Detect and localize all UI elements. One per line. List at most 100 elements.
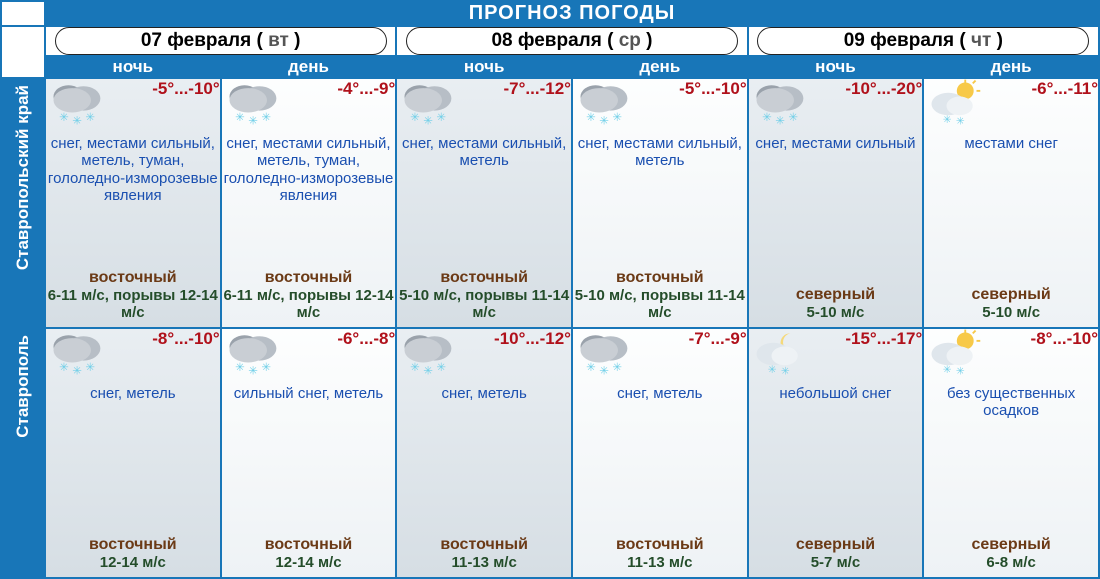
weather-desc: снег, местами сильный bbox=[749, 135, 923, 215]
svg-text:✳: ✳ bbox=[437, 362, 446, 374]
wind-speed: 12-14 м/с bbox=[222, 554, 396, 571]
date-cell-2: 09 февраля ( чт ) bbox=[748, 26, 1099, 56]
svg-text:✳: ✳ bbox=[72, 116, 81, 128]
snow-icon: ✳✳✳ bbox=[222, 329, 282, 379]
tod-header-night: ночь bbox=[396, 56, 572, 78]
weather-desc: снег, местами сильный, метель bbox=[397, 135, 571, 215]
date-cell-0: 07 февраля ( вт ) bbox=[45, 26, 396, 56]
wind-direction: восточный bbox=[46, 269, 220, 287]
weather-desc: сильный снег, метель bbox=[222, 385, 396, 465]
temp-value: -10°...-20° bbox=[809, 79, 923, 99]
temp-value: -6°...-11° bbox=[984, 79, 1098, 99]
weather-desc: местами снег bbox=[924, 135, 1098, 215]
forecast-cell: ✳✳✳ -4°...-9° снег, местами сильный, мет… bbox=[221, 78, 397, 328]
temp-value: -15°...-17° bbox=[809, 329, 923, 349]
temp-value: -4°...-9° bbox=[282, 79, 396, 99]
svg-text:✳: ✳ bbox=[788, 112, 797, 124]
temp-value: -10°...-12° bbox=[457, 329, 571, 349]
weather-desc: без существенных осадков bbox=[924, 385, 1098, 465]
wind-direction: восточный bbox=[397, 536, 571, 554]
tod-header-day: день bbox=[923, 56, 1099, 78]
tod-header-day: день bbox=[572, 56, 748, 78]
svg-text:✳: ✳ bbox=[248, 116, 257, 128]
forecast-cell: ✳✳✳ -10°...-20° снег, местами сильный се… bbox=[748, 78, 924, 328]
svg-text:✳: ✳ bbox=[956, 367, 965, 378]
temp-value: -8°...-10° bbox=[106, 329, 220, 349]
weather-desc: снег, местами сильный, метель bbox=[573, 135, 747, 215]
sun-snow-icon: ✳✳ bbox=[924, 329, 984, 379]
temp-value: -5°...-10° bbox=[106, 79, 220, 99]
region-label: Ставропольский край bbox=[1, 78, 45, 328]
svg-text:✳: ✳ bbox=[410, 112, 419, 124]
temp-value: -5°...-10° bbox=[633, 79, 747, 99]
snow-icon: ✳ ✳ ✳ bbox=[46, 79, 106, 129]
wind-speed: 11-13 м/с bbox=[397, 554, 571, 571]
wind-speed: 5-10 м/с bbox=[924, 304, 1098, 321]
wind-speed: 6-8 м/с bbox=[924, 554, 1098, 571]
tod-header-night: ночь bbox=[45, 56, 221, 78]
region-label-text: Ставропольский край bbox=[13, 79, 33, 276]
moon-snow-icon: ✳✳ bbox=[749, 329, 809, 379]
weather-desc: снег, метель bbox=[573, 385, 747, 465]
wind-direction: восточный bbox=[222, 536, 396, 554]
snow-icon: ✳ ✳ ✳ bbox=[397, 329, 457, 379]
svg-text:✳: ✳ bbox=[586, 362, 595, 374]
forecast-table: ПРОГНОЗ ПОГОДЫ 07 февраля ( вт ) 08 февр… bbox=[0, 0, 1100, 579]
svg-text:✳: ✳ bbox=[437, 112, 446, 124]
svg-text:✳: ✳ bbox=[612, 112, 621, 124]
svg-text:✳: ✳ bbox=[235, 362, 244, 374]
snow-icon: ✳ ✳ ✳ bbox=[397, 79, 457, 129]
svg-text:✳: ✳ bbox=[424, 366, 433, 378]
svg-text:✳: ✳ bbox=[59, 112, 68, 124]
forecast-cell: ✳✳✳ -7°...-12° снег, местами сильный, ме… bbox=[396, 78, 572, 328]
forecast-cell: ✳✳✳ -8°...-10° снег, метель восточный 12… bbox=[45, 328, 221, 578]
svg-text:✳: ✳ bbox=[59, 362, 68, 374]
wind-direction: восточный bbox=[46, 536, 220, 554]
wind-speed: 6-11 м/с, порывы 12-14 м/с bbox=[46, 287, 220, 322]
svg-text:✳: ✳ bbox=[85, 362, 94, 374]
svg-text:✳: ✳ bbox=[72, 366, 81, 378]
tod-header-day: день bbox=[221, 56, 397, 78]
weather-desc: снег, местами сильный, метель, туман, го… bbox=[46, 135, 220, 215]
region-row: Ставрополь ✳✳✳ -8°...-10° снег, метель в… bbox=[1, 328, 1099, 578]
svg-text:✳: ✳ bbox=[235, 112, 244, 124]
svg-text:✳: ✳ bbox=[424, 116, 433, 128]
wind-direction: восточный bbox=[573, 536, 747, 554]
wind-direction: восточный bbox=[573, 269, 747, 287]
wind-speed: 5-10 м/с, порывы 11-14 м/с bbox=[573, 287, 747, 322]
svg-text:✳: ✳ bbox=[586, 112, 595, 124]
snow-icon: ✳ ✳ ✳ bbox=[46, 329, 106, 379]
svg-text:✳: ✳ bbox=[261, 362, 270, 374]
date-text: 07 февраля bbox=[141, 30, 251, 51]
wind-speed: 5-7 м/с bbox=[749, 554, 923, 571]
date-cell-1: 08 февраля ( ср ) bbox=[396, 26, 747, 56]
region-label: Ставрополь bbox=[1, 328, 45, 578]
temp-value: -8°...-10° bbox=[984, 329, 1098, 349]
forecast-cell: ✳✳✳ -7°...-9° снег, метель восточный 11-… bbox=[572, 328, 748, 578]
svg-text:✳: ✳ bbox=[956, 117, 965, 128]
forecast-cell: ✳✳ -6°...-11° местами снег северный 5-10… bbox=[923, 78, 1099, 328]
tod-header-night: ночь bbox=[748, 56, 924, 78]
temp-value: -7°...-9° bbox=[633, 329, 747, 349]
forecast-cell: ✳✳ -15°...-17° небольшой снег северный 5… bbox=[748, 328, 924, 578]
wind-direction: восточный bbox=[397, 269, 571, 287]
svg-text:✳: ✳ bbox=[410, 362, 419, 374]
svg-text:✳: ✳ bbox=[775, 116, 784, 128]
date-text: 08 февраля bbox=[491, 30, 601, 51]
table-title: ПРОГНОЗ ПОГОДЫ bbox=[45, 1, 1099, 26]
svg-text:✳: ✳ bbox=[767, 365, 776, 376]
corner-cell bbox=[1, 26, 45, 78]
svg-text:✳: ✳ bbox=[599, 116, 608, 128]
temp-value: -6°...-8° bbox=[282, 329, 396, 349]
corner-cell bbox=[1, 1, 45, 26]
forecast-cell: ✳ ✳ ✳ -5°...-10° снег, местами сильный, ме… bbox=[572, 78, 748, 328]
dow-text: вт bbox=[268, 30, 289, 51]
svg-text:✳: ✳ bbox=[85, 112, 94, 124]
snow-icon: ✳✳✳ bbox=[222, 79, 282, 129]
weather-desc: снег, метель bbox=[46, 385, 220, 465]
forecast-cell: ✳✳✳ -6°...-8° сильный снег, метель восто… bbox=[221, 328, 397, 578]
wind-direction: северный bbox=[749, 536, 923, 554]
wind-speed: 5-10 м/с bbox=[749, 304, 923, 321]
svg-text:✳: ✳ bbox=[943, 115, 952, 126]
wind-direction: северный bbox=[749, 286, 923, 304]
